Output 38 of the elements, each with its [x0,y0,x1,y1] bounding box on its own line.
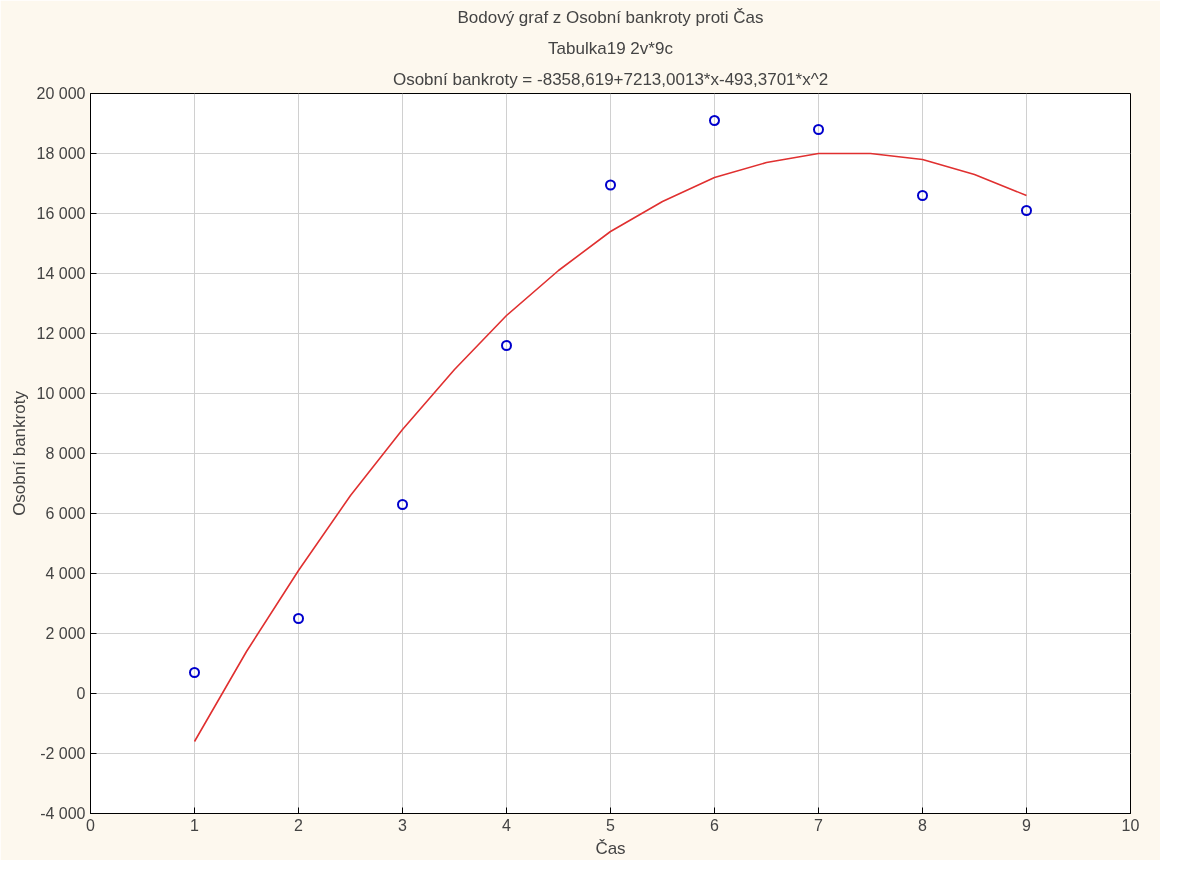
y-tick-label: -4 000 [40,805,86,822]
y-tick-label: 10 000 [36,385,86,402]
point [605,179,616,191]
x-tick-label: 2 [294,816,304,834]
point [709,115,720,126]
y-tick-label: 6 000 [45,505,86,522]
y-tick-label: 0 [76,685,86,702]
point [501,340,512,351]
point [293,613,304,624]
chart-subtitle: Tabulka19 2v*9c [548,38,674,58]
line-series [193,152,1028,743]
x-tick-label: 10 [1121,816,1140,834]
y-tick-label: 16 000 [36,205,86,222]
x-tick-label: 5 [606,816,616,834]
y-tick-label: 20 000 [36,85,86,102]
x-axis-title: Čas [595,838,626,858]
x-tick-label: 1 [190,816,200,834]
point [813,124,824,135]
y-tick-label: 14 000 [36,265,86,282]
x-tick-label: 6 [710,816,720,834]
x-tick-label: 4 [502,816,512,834]
point [189,667,200,678]
y-tick-label: 8 000 [45,445,86,462]
y-axis-title: Osobní bankroty [9,390,29,516]
y-tick-label: 2 000 [45,625,86,642]
point [1021,205,1032,216]
x-tick-label: 8 [918,816,928,834]
x-tick-label: 7 [814,816,824,834]
y-tick-label: 18 000 [36,145,86,162]
text: Osobní bankroty = -8358,619+7213,0013*x-493,3701*x^2 [392,69,829,89]
y-tick-label: 12 000 [36,325,86,342]
x-tick-label: 9 [1022,816,1032,834]
point [397,499,408,510]
x-tick-label: 3 [398,816,408,834]
chart-title: Bodový graf z Osobní bankroty proti Čas [457,7,764,27]
y-tick-label: -2 000 [40,745,86,762]
y-tick-label: 4 000 [45,565,86,582]
point [917,190,928,201]
